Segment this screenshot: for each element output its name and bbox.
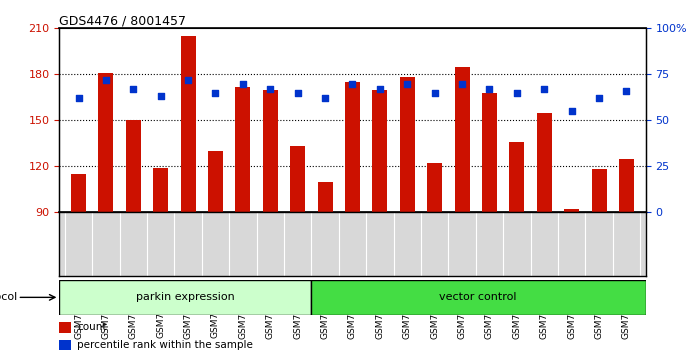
Point — [155, 93, 166, 99]
Point — [237, 81, 248, 86]
Bar — [59, 340, 71, 350]
Point — [539, 86, 550, 92]
Text: GDS4476 / 8001457: GDS4476 / 8001457 — [59, 14, 186, 27]
Bar — [126, 120, 141, 212]
Bar — [400, 78, 415, 212]
Point — [347, 81, 358, 86]
Point — [182, 77, 193, 83]
Bar — [181, 36, 195, 212]
Point — [512, 90, 523, 96]
Bar — [98, 73, 114, 212]
Bar — [619, 159, 634, 212]
Bar — [59, 280, 311, 315]
Bar — [564, 209, 579, 212]
Point — [265, 86, 276, 92]
Bar — [290, 147, 305, 212]
Point — [292, 90, 303, 96]
Bar — [372, 90, 387, 212]
Bar — [318, 182, 333, 212]
Point — [320, 96, 331, 101]
Text: count: count — [77, 322, 106, 332]
Bar — [59, 322, 71, 333]
Point — [210, 90, 221, 96]
Text: percentile rank within the sample: percentile rank within the sample — [77, 340, 253, 350]
Bar — [262, 90, 278, 212]
Bar — [454, 67, 470, 212]
Point — [128, 86, 139, 92]
Point — [73, 96, 84, 101]
Text: vector control: vector control — [439, 292, 517, 302]
Bar — [208, 151, 223, 212]
Point — [566, 108, 577, 114]
Bar — [482, 93, 497, 212]
Text: protocol: protocol — [0, 292, 17, 302]
Bar — [71, 174, 86, 212]
Point — [374, 86, 385, 92]
Bar — [235, 87, 251, 212]
Bar — [311, 280, 646, 315]
Point — [402, 81, 413, 86]
Bar — [537, 113, 552, 212]
Bar — [591, 170, 607, 212]
Bar — [153, 168, 168, 212]
Bar — [427, 163, 443, 212]
Point — [429, 90, 440, 96]
Text: parkin expression: parkin expression — [135, 292, 235, 302]
Point — [101, 77, 112, 83]
Point — [593, 96, 604, 101]
Bar — [345, 82, 360, 212]
Point — [621, 88, 632, 94]
Bar — [510, 142, 524, 212]
Point — [456, 81, 468, 86]
Point — [484, 86, 495, 92]
